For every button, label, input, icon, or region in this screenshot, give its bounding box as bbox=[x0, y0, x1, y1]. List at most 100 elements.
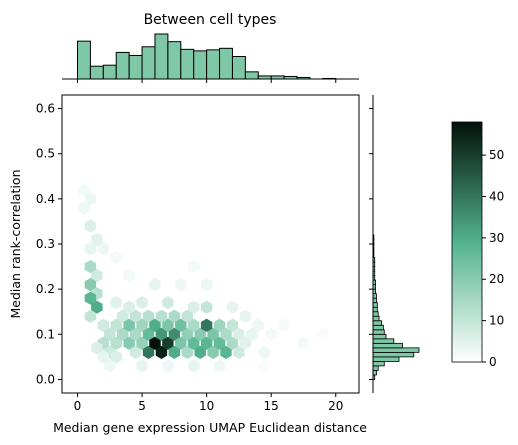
y-axis-label: Median rank-correlation bbox=[8, 170, 23, 319]
hexbin-cell bbox=[200, 278, 213, 292]
hexbin-cell bbox=[136, 359, 148, 373]
colorbar-tick-label: 40 bbox=[489, 189, 504, 203]
hexbin-cell bbox=[188, 300, 200, 314]
hexbin-cell bbox=[91, 341, 103, 355]
colorbar-tick-label: 10 bbox=[489, 314, 504, 328]
y-marginal-histogram bbox=[369, 95, 420, 393]
hexbin-cell bbox=[162, 318, 174, 332]
hexbin-cell bbox=[155, 345, 168, 359]
y-tick-label: 0.4 bbox=[36, 192, 55, 206]
x-hist-bar bbox=[76, 40, 91, 80]
y-hist-bar bbox=[372, 320, 383, 326]
hexbin-cell bbox=[149, 336, 161, 350]
hexbin-cell bbox=[142, 309, 155, 323]
hexbin-cell bbox=[233, 345, 245, 359]
hexbin-cell bbox=[84, 278, 97, 292]
hexbin-cell bbox=[168, 327, 181, 341]
hexbin-cell bbox=[110, 296, 122, 310]
y-tick-label: 0.5 bbox=[36, 147, 55, 161]
hexbin-cell bbox=[200, 318, 213, 332]
hexbin-cell bbox=[91, 300, 103, 314]
x-hist-bar bbox=[180, 48, 195, 80]
hexbin-cell bbox=[84, 241, 97, 256]
x-hist-bar bbox=[231, 56, 246, 80]
colorbar-tick-label: 0 bbox=[489, 355, 497, 369]
hexbin-cell bbox=[149, 318, 161, 332]
colorbar-tick-label: 30 bbox=[489, 231, 504, 245]
colorbar-ticks: 0 10 20 30 40 50 bbox=[482, 148, 504, 369]
hexbin-cell bbox=[97, 318, 110, 332]
hexbin-cell bbox=[239, 336, 252, 350]
hexbin-cell bbox=[123, 300, 135, 314]
y-hist-bar bbox=[372, 306, 378, 313]
x-hist-bar bbox=[89, 65, 104, 80]
x-tick-label: 15 bbox=[264, 399, 279, 413]
hexbin-cell bbox=[104, 359, 116, 373]
hexbin-cell bbox=[116, 327, 129, 341]
x-hist-bar bbox=[115, 51, 130, 80]
y-tick-label: 0.2 bbox=[36, 282, 55, 296]
y-hist-bar bbox=[372, 302, 378, 308]
hexbin-cell bbox=[91, 269, 103, 283]
hexbin-cell bbox=[129, 345, 142, 359]
hexbin-cell bbox=[175, 278, 187, 292]
hexbin-cell bbox=[246, 327, 258, 341]
hexbin-cell bbox=[181, 345, 193, 359]
x-tick-label: 5 bbox=[138, 399, 146, 413]
x-axis-label: Median gene expression UMAP Euclidean di… bbox=[53, 420, 367, 435]
hexbin-cell bbox=[123, 336, 135, 350]
hexbin-cell bbox=[84, 291, 97, 305]
y-axis: 0.0 0.1 0.2 0.3 0.4 0.5 0.6 bbox=[36, 102, 62, 386]
x-tick-label: 10 bbox=[199, 399, 214, 413]
hexbin-cell bbox=[168, 309, 181, 323]
x-tick-label: 20 bbox=[328, 399, 343, 413]
y-hist-bar bbox=[372, 315, 380, 322]
hexbin-cell bbox=[194, 327, 206, 341]
x-hist-bar bbox=[244, 71, 259, 80]
hexbin-cell bbox=[220, 345, 232, 359]
x-hist-bar bbox=[128, 54, 143, 80]
x-hist-bar bbox=[206, 49, 221, 80]
hexbin-cell bbox=[84, 192, 97, 206]
hexbin-cell bbox=[259, 345, 271, 359]
hexbin-cell bbox=[265, 327, 277, 341]
x-hist-bar bbox=[102, 64, 117, 80]
hexbin-cell bbox=[213, 318, 226, 332]
hexbin-cell bbox=[175, 318, 187, 332]
y-tick-label: 0.6 bbox=[36, 102, 55, 116]
hexbin-cell bbox=[213, 359, 226, 373]
y-tick-label: 0.1 bbox=[36, 327, 55, 341]
hexbin-cell bbox=[207, 345, 219, 359]
hexbin-cell bbox=[188, 259, 200, 274]
hexbin-cell bbox=[181, 327, 193, 341]
hexbin-cell bbox=[317, 327, 329, 341]
hexbin-cell bbox=[200, 336, 213, 350]
hexbin-cell bbox=[84, 309, 97, 323]
hexbin-cell bbox=[226, 318, 239, 332]
x-hist-bar bbox=[219, 47, 233, 80]
hexbin-cell bbox=[188, 336, 200, 350]
y-hist-bar bbox=[372, 342, 403, 349]
y-tick-label: 0.0 bbox=[36, 372, 55, 386]
x-hist-bar bbox=[154, 33, 169, 80]
y-hist-bar bbox=[372, 347, 420, 353]
y-hist-bar bbox=[372, 297, 377, 304]
y-hist-bar bbox=[372, 329, 385, 335]
hexbin-plot bbox=[78, 183, 329, 373]
hexbin-cell bbox=[78, 183, 90, 197]
hexbin-cell bbox=[142, 345, 155, 359]
hexbin-cell bbox=[149, 278, 161, 292]
x-hist-bar bbox=[193, 50, 208, 80]
hexbin-cell bbox=[297, 336, 310, 350]
hexbin-cell bbox=[84, 219, 97, 233]
hexbin-cell bbox=[226, 336, 239, 350]
hexbin-cell bbox=[155, 327, 168, 341]
y-hist-bar bbox=[372, 338, 395, 344]
hexbin-cell bbox=[252, 318, 264, 332]
hexbin-cell bbox=[97, 241, 110, 256]
hexbin-cell bbox=[110, 336, 122, 350]
colorbar-gradient bbox=[451, 121, 483, 363]
hexbin-cell bbox=[200, 300, 213, 314]
hexbin-cell bbox=[278, 318, 290, 332]
